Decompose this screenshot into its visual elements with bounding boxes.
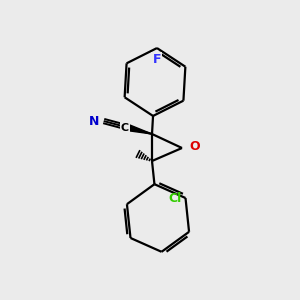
Text: Cl: Cl [168,191,182,205]
Polygon shape [124,123,152,134]
Text: N: N [89,115,100,128]
Text: C: C [121,123,129,133]
Text: O: O [189,140,200,154]
Text: F: F [153,53,161,66]
